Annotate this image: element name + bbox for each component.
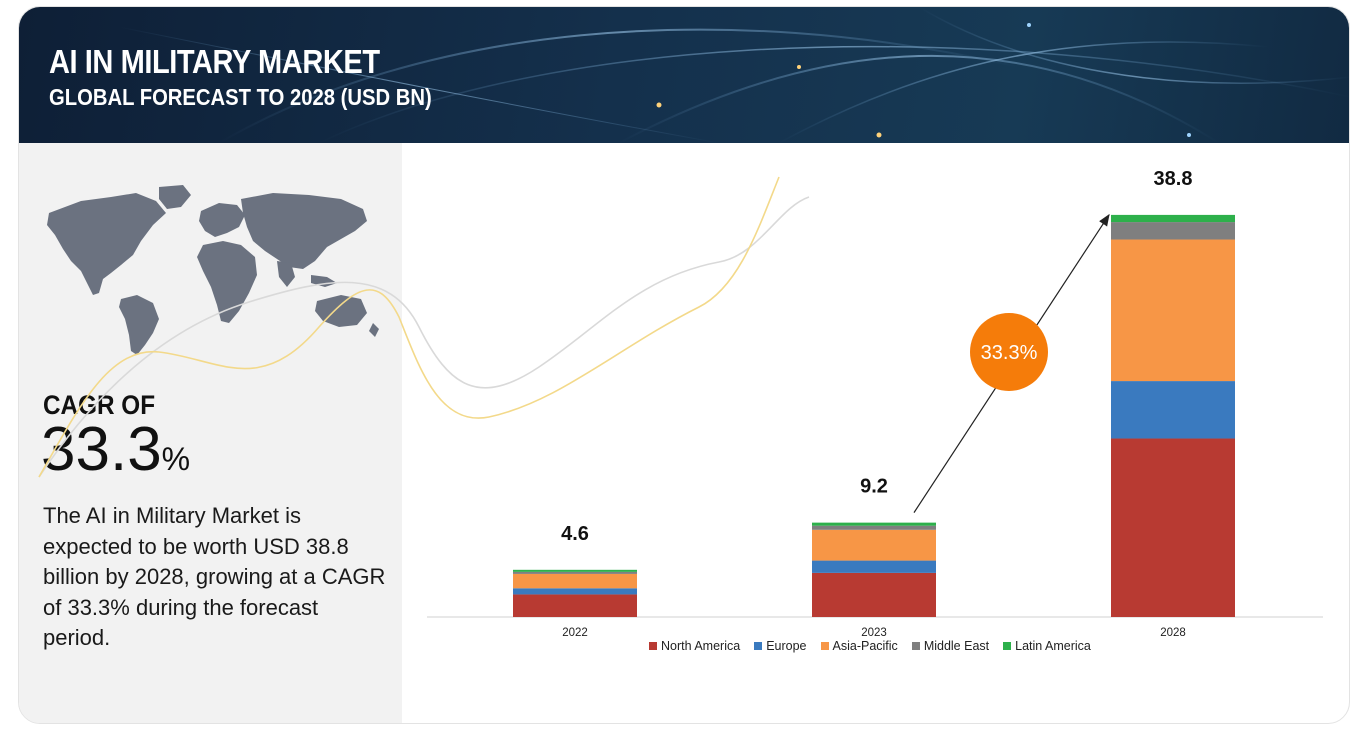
total-label-2022: 4.6 <box>561 523 589 545</box>
page-subtitle: GLOBAL FORECAST TO 2028 (USD BN) <box>49 84 432 110</box>
bar-segment-2023-europe <box>812 560 936 573</box>
bar-segment-2022-asia-pacific <box>513 573 637 589</box>
chart-legend: North America Europe Asia-Pacific Middle Ea… <box>649 639 1091 653</box>
infographic-card: AI IN MILITARY MARKET GLOBAL FORECAST TO… <box>18 6 1350 724</box>
legend-item-middle-east: Middle East <box>911 639 990 653</box>
bar-segment-2022-north-america <box>513 594 637 617</box>
bar-segment-2028-latin-america <box>1111 214 1235 223</box>
legend-item-europe: Europe <box>754 639 807 653</box>
bar-segment-2028-asia-pacific <box>1111 239 1235 382</box>
x-tick-label-2028: 2028 <box>1160 627 1186 639</box>
legend-item-latin-america: Latin America <box>1003 639 1091 653</box>
legend-swatch <box>820 642 829 650</box>
legend-label: Middle East <box>923 639 990 653</box>
x-tick-label-2022: 2022 <box>562 627 588 639</box>
cagr-badge <box>970 313 1048 391</box>
banner-light-trails <box>118 7 1349 143</box>
total-label-2028: 38.8 <box>1154 168 1193 190</box>
header-banner: AI IN MILITARY MARKET GLOBAL FORECAST TO… <box>19 7 1349 143</box>
legend-item-asia-pacific: Asia-Pacific <box>820 639 898 653</box>
legend-item-north-america: North America <box>649 639 740 653</box>
bar-segment-2022-middle-east <box>513 571 637 574</box>
legend-label: North America <box>661 639 741 653</box>
x-tick-label-2023: 2023 <box>861 627 887 639</box>
legend-label: Latin America <box>1015 639 1091 653</box>
legend-label: Asia-Pacific <box>832 639 898 653</box>
bar-segment-2023-middle-east <box>812 525 936 530</box>
total-label-2023: 9.2 <box>860 476 888 498</box>
bar-segment-2028-north-america <box>1111 438 1235 617</box>
labels-layer: 4.6 2022 9.2 2023 38.8 2028 <box>561 168 1192 639</box>
bar-segment-2023-latin-america <box>812 522 936 526</box>
bar-segment-2022-europe <box>513 588 637 595</box>
bar-segment-2022-latin-america <box>513 569 637 572</box>
page-title: AI IN MILITARY MARKET <box>49 43 380 80</box>
cagr-badge-label: 33.3% <box>981 342 1038 364</box>
summary-description: The AI in Military Market is expected to… <box>43 503 386 650</box>
bar-segment-2028-europe <box>1111 381 1235 439</box>
bar-segment-2023-asia-pacific <box>812 529 936 561</box>
bar-segment-2023-north-america <box>812 572 936 617</box>
legend-label: Europe <box>766 639 807 653</box>
legend-swatch <box>754 642 763 650</box>
stacked-bar-chart: 4.6 2022 9.2 2023 38.8 2028 33.3% <box>427 168 1323 639</box>
legend-swatch <box>1003 642 1012 650</box>
legend-swatch <box>911 642 920 650</box>
bar-segment-2028-middle-east <box>1111 222 1235 240</box>
bars-layer <box>513 214 1235 617</box>
cagr-annotation: 33.3% <box>913 213 1110 513</box>
legend-swatch <box>649 642 657 650</box>
